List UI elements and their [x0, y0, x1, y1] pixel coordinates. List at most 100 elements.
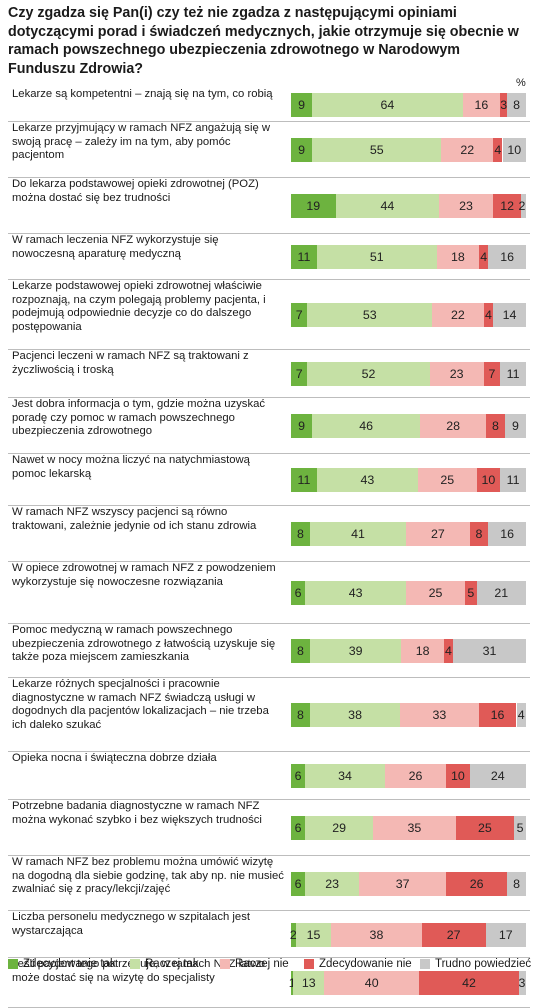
bar-segment — [401, 639, 444, 663]
bar-segment — [464, 581, 477, 605]
data-label: 34 — [338, 769, 352, 783]
data-label: 11 — [297, 473, 311, 487]
bar-segment — [446, 764, 470, 788]
category-label: Potrzebne badania diagnostyczne w ramach… — [12, 800, 262, 826]
bar-segment — [507, 93, 526, 117]
bar-segment — [291, 764, 306, 788]
chart-row: Potrzebne badania diagnostyczne w ramach… — [0, 800, 534, 856]
data-label: 16 — [500, 250, 515, 264]
bar-segment — [432, 303, 484, 327]
bar-segment — [312, 414, 421, 438]
data-label: 26 — [408, 769, 423, 783]
data-label: 3 — [500, 98, 508, 112]
bar-segment — [291, 138, 313, 162]
bar-segment — [291, 816, 306, 840]
stacked-bar: 8 38 33 16 4 — [291, 703, 526, 727]
bar-segment — [373, 816, 456, 840]
bar-segment — [291, 468, 317, 492]
legend-swatch — [304, 959, 314, 969]
data-label: 4 — [444, 644, 452, 658]
data-label: 10 — [507, 143, 522, 157]
data-label: 46 — [359, 419, 374, 433]
chart-row: W opiece zdrowotnej w ramach NFZ z powod… — [0, 562, 534, 624]
row-divider — [8, 623, 530, 624]
data-label: 35 — [407, 821, 422, 835]
bar-segment — [469, 764, 526, 788]
data-label: 5 — [516, 821, 524, 835]
data-label: 29 — [332, 821, 347, 835]
bar-segment — [295, 922, 332, 947]
data-label: 8 — [475, 527, 483, 541]
bar-segment — [309, 703, 401, 727]
legend-item: Trudno powiedzieć — [420, 958, 531, 970]
bar-segment — [420, 414, 487, 438]
category-label: W opiece zdrowotnej w ramach NFZ z powod… — [12, 562, 276, 588]
legend-label: Zdecydowanie tak — [23, 958, 116, 970]
bar-segment — [493, 303, 526, 327]
row-divider — [8, 855, 530, 856]
row-divider — [8, 957, 530, 958]
data-label: 22 — [460, 143, 475, 157]
stacked-bar: 6 34 26 10 24 — [291, 764, 526, 788]
bar-segment — [307, 362, 430, 386]
data-label: 31 — [482, 644, 497, 658]
bar-segment — [305, 816, 374, 840]
bar-segment — [316, 245, 437, 269]
row-divider — [8, 121, 530, 122]
category-label: Lekarze są kompetentni – znają się na ty… — [12, 88, 273, 100]
data-label: 6 — [294, 821, 302, 835]
row-divider — [8, 397, 530, 398]
category-label: W ramach leczenia NFZ wykorzystuje się n… — [12, 234, 219, 260]
stacked-bar: 9 46 28 8 9 — [291, 414, 526, 438]
data-label: 8 — [296, 527, 304, 541]
chart-row: Lekarze przyjmujący w ramach NFZ angażuj… — [0, 122, 534, 178]
stacked-bar: 7 53 22 4 14 — [291, 303, 526, 327]
data-label: 5 — [467, 586, 475, 600]
data-label: 23 — [325, 876, 340, 891]
data-label: 53 — [362, 308, 377, 322]
chart-row: Lekarze różnych specjalności i pracownie… — [0, 678, 534, 752]
bar-segment — [469, 522, 489, 546]
data-label: 7 — [295, 308, 303, 322]
bar-segment — [291, 245, 317, 269]
stacked-bar: 9 55 22 4 10 — [291, 138, 526, 162]
stacked-bar: 6 23 37 26 8 — [291, 871, 526, 896]
category-label: Jest dobra informacja o tym, gdzie można… — [12, 398, 266, 437]
data-label: 9 — [298, 98, 306, 112]
legend-swatch — [220, 959, 230, 969]
bar-segment — [305, 581, 407, 605]
bar-segment — [462, 93, 501, 117]
data-label: 18 — [415, 644, 430, 658]
category-label: Liczba personelu medycznego w szpitalach… — [12, 911, 250, 937]
bar-segment — [291, 303, 308, 327]
data-label: 16 — [490, 708, 505, 722]
bar-segment — [502, 138, 526, 162]
category-label: Do lekarza podstawowej opieki zdrowotnej… — [12, 178, 259, 204]
bar-segment — [507, 871, 526, 896]
data-label: 19 — [306, 199, 321, 213]
bar-segment — [305, 764, 385, 788]
bar-segment — [421, 922, 486, 947]
data-label: 37 — [395, 876, 410, 891]
data-label: 28 — [446, 419, 461, 433]
data-label: 52 — [361, 367, 376, 381]
data-label: 39 — [348, 644, 363, 658]
bar-segment — [476, 468, 501, 492]
bar-segment — [516, 703, 526, 727]
bar-segment — [406, 581, 465, 605]
row-divider — [8, 677, 530, 678]
bar-segment — [312, 138, 442, 162]
row-divider — [8, 751, 530, 752]
data-label: 25 — [440, 473, 455, 487]
bar-segment — [436, 245, 479, 269]
bar-segment — [488, 522, 526, 546]
bar-segment — [514, 816, 526, 840]
data-label: 33 — [432, 708, 447, 722]
chart-row: Pomoc medyczną w ramach powszechnego ube… — [0, 624, 534, 678]
bar-segment — [291, 414, 313, 438]
stacked-bar: 2 15 38 27 17 — [290, 922, 526, 947]
data-label: 38 — [348, 708, 362, 722]
stacked-bar: 19 44 23 12 2 — [291, 194, 526, 218]
data-label: 43 — [348, 586, 363, 600]
data-label: 44 — [380, 199, 395, 213]
